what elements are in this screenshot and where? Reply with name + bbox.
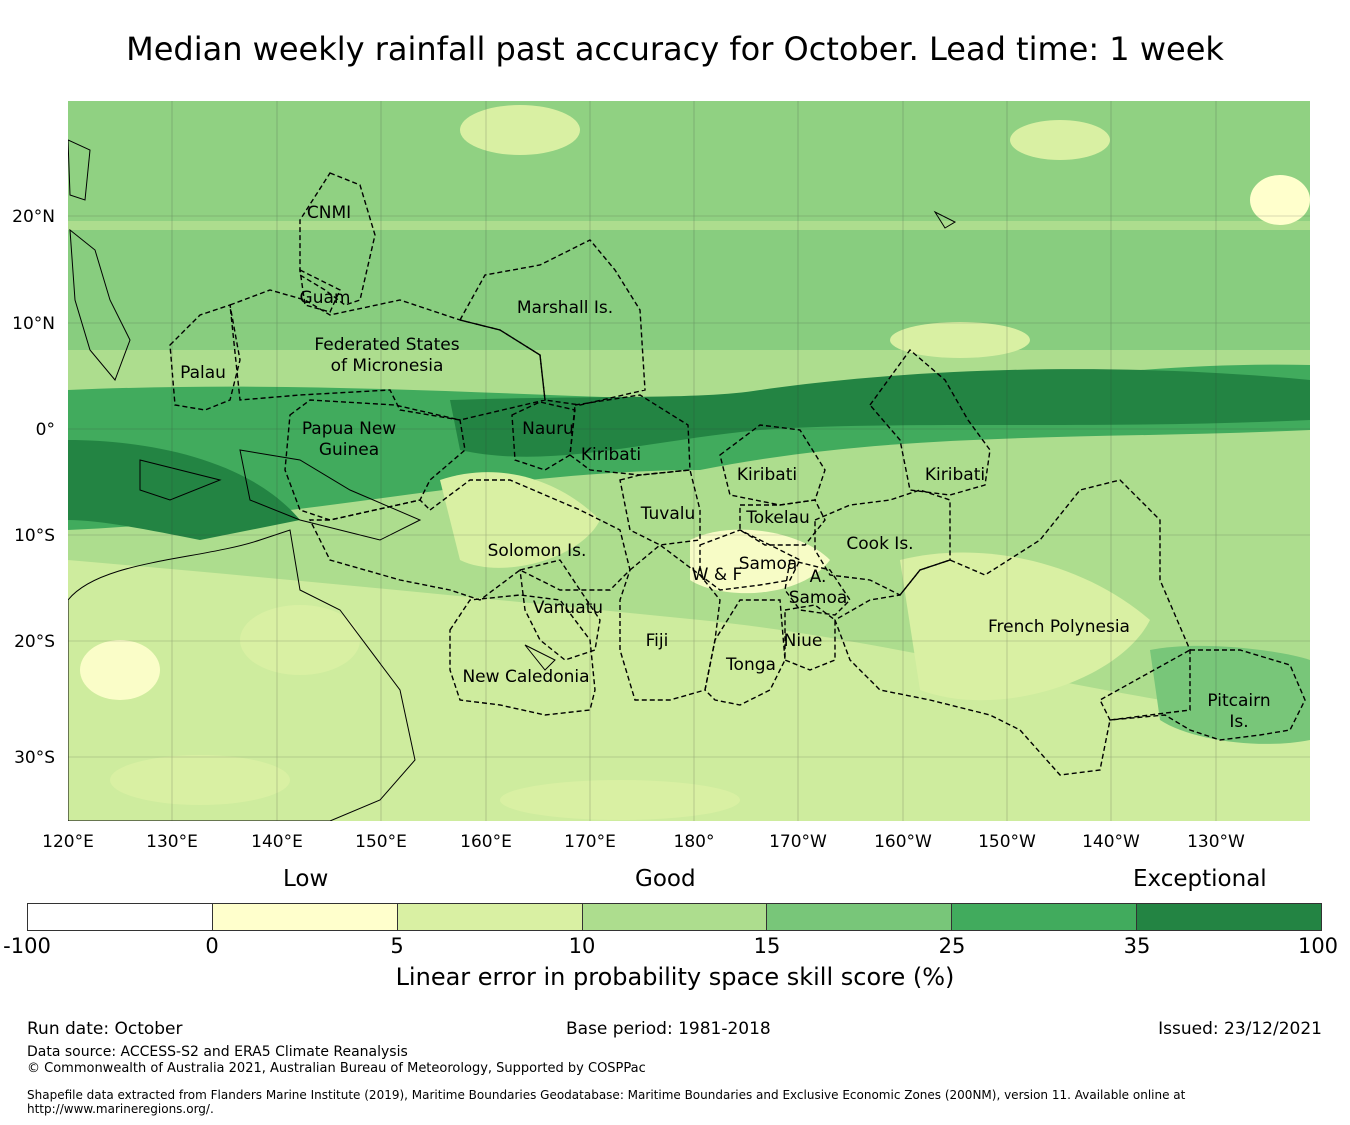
region-labels: CNMI Guam Marshall Is. Federated States … (180, 203, 1271, 732)
lon-tick: 120°E (42, 832, 94, 852)
colorbar-tick: 25 (938, 934, 966, 958)
lon-tick: 140°W (1082, 832, 1140, 852)
label-american-samoa-line2: Samoa (789, 588, 848, 608)
label-french-polynesia: French Polynesia (988, 617, 1130, 637)
colorbar-title: Linear error in probability space skill … (395, 963, 955, 991)
lon-tick: 170°W (769, 832, 827, 852)
colorbar-segment (212, 904, 398, 930)
label-guam: Guam (300, 288, 351, 308)
label-marshall: Marshall Is. (517, 298, 613, 318)
colorbar-tick: 0 (205, 934, 219, 958)
eez-new-caledonia (449, 594, 596, 716)
eez-pitcairn (1099, 649, 1306, 741)
label-pitcairn-line2: Is. (1229, 712, 1248, 732)
map-field (68, 101, 1310, 821)
label-vanuatu: Vanuatu (533, 598, 603, 618)
label-tokelau: Tokelau (745, 508, 810, 528)
label-fsm-line2: of Micronesia (331, 356, 444, 376)
eez-american-samoa (784, 559, 851, 616)
label-new-caledonia: New Caledonia (462, 667, 589, 687)
label-kiribati-west: Kiribati (581, 445, 641, 465)
colorbar-tick: 100 (1297, 934, 1339, 958)
run-date: Run date: October (27, 1019, 183, 1039)
data-source: Data source: ACCESS-S2 and ERA5 Climate … (27, 1044, 408, 1060)
category-exceptional: Exceptional (1133, 866, 1267, 892)
eez-fsm (229, 289, 546, 421)
label-palau: Palau (180, 363, 226, 383)
lon-tick: 160°W (874, 832, 932, 852)
lon-tick: 180° (674, 832, 715, 852)
colorbar-segment (28, 904, 213, 930)
chart-title: Median weekly rainfall past accuracy for… (126, 30, 1224, 68)
eez-tonga (704, 599, 786, 706)
lat-tick: 0° (36, 420, 55, 440)
label-tuvalu: Tuvalu (640, 504, 696, 524)
label-nauru: Nauru (522, 419, 574, 439)
label-pitcairn-line1: Pitcairn (1207, 691, 1270, 711)
base-period: Base period: 1981-2018 (566, 1019, 771, 1039)
colorbar-segment (767, 904, 953, 930)
colorbar-segment (582, 904, 768, 930)
shapefile-credit: Shapefile data extracted from Flanders M… (27, 1088, 1186, 1116)
eez-guam (299, 268, 341, 313)
lat-tick: 10°N (12, 314, 55, 334)
label-solomon: Solomon Is. (488, 541, 587, 561)
eez-kiribati-east (869, 348, 991, 496)
colorbar-tick: -100 (3, 934, 51, 958)
category-good: Good (635, 866, 696, 892)
label-niue: Niue (784, 631, 823, 651)
lon-tick: 140°E (251, 832, 303, 852)
label-kiribati-central: Kiribati (737, 465, 797, 485)
latitude-ticks: 20°N 10°N 0° 10°S 20°S 30°S (12, 207, 55, 768)
label-png-line1: Papua New (302, 419, 396, 439)
eez-cnmi (299, 172, 376, 306)
copyright: © Commonwealth of Australia 2021, Austra… (27, 1061, 646, 1076)
colorbar (27, 903, 1322, 931)
colorbar-tick: 5 (390, 934, 404, 958)
category-low: Low (283, 866, 329, 892)
eez-boundaries (169, 172, 1306, 776)
label-american-samoa-line1: A. (810, 567, 827, 587)
colorbar-tick: 10 (568, 934, 596, 958)
label-wallis-futuna: W & F (692, 565, 743, 585)
lat-tick: 10°S (14, 526, 55, 546)
label-tonga: Tonga (725, 655, 776, 675)
colorbar-segment (952, 904, 1138, 930)
label-kiribati-east: Kiribati (925, 465, 985, 485)
lon-tick: 170°E (564, 832, 616, 852)
label-cook: Cook Is. (846, 534, 913, 554)
lon-tick: 150°W (978, 832, 1036, 852)
longitude-ticks: 120°E 130°E 140°E 150°E 160°E 170°E 180°… (42, 832, 1245, 852)
eez-kiribati-central (719, 424, 826, 506)
lon-tick: 130°E (146, 832, 198, 852)
lat-tick: 30°S (14, 748, 55, 768)
eez-samoa-wf (699, 529, 801, 591)
lat-tick: 20°N (12, 207, 55, 227)
colorbar-segment (397, 904, 583, 930)
colorbar-tick: 15 (753, 934, 781, 958)
label-cnmi: CNMI (307, 203, 351, 223)
eez-cook (814, 489, 951, 596)
eez-kiribati-west (569, 394, 691, 476)
lon-tick: 130°W (1187, 832, 1245, 852)
label-png-line2: Guinea (319, 440, 379, 460)
issued-date: Issued: 23/12/2021 (1158, 1019, 1322, 1039)
rainfall-skill-map: CNMI Guam Marshall Is. Federated States … (12, 101, 1310, 852)
eez-tuvalu (619, 469, 701, 546)
eez-french-polynesia (834, 479, 1191, 776)
colorbar-tick: 35 (1123, 934, 1151, 958)
eez-png (284, 399, 466, 521)
label-samoa: Samoa (739, 554, 798, 574)
eez-solomon (308, 479, 631, 601)
lon-tick: 160°E (460, 832, 512, 852)
label-fsm-line1: Federated States (314, 335, 459, 355)
lat-tick: 20°S (14, 632, 55, 652)
lon-tick: 150°E (355, 832, 407, 852)
colorbar-segment (1137, 904, 1322, 930)
label-fiji: Fiji (646, 631, 669, 651)
